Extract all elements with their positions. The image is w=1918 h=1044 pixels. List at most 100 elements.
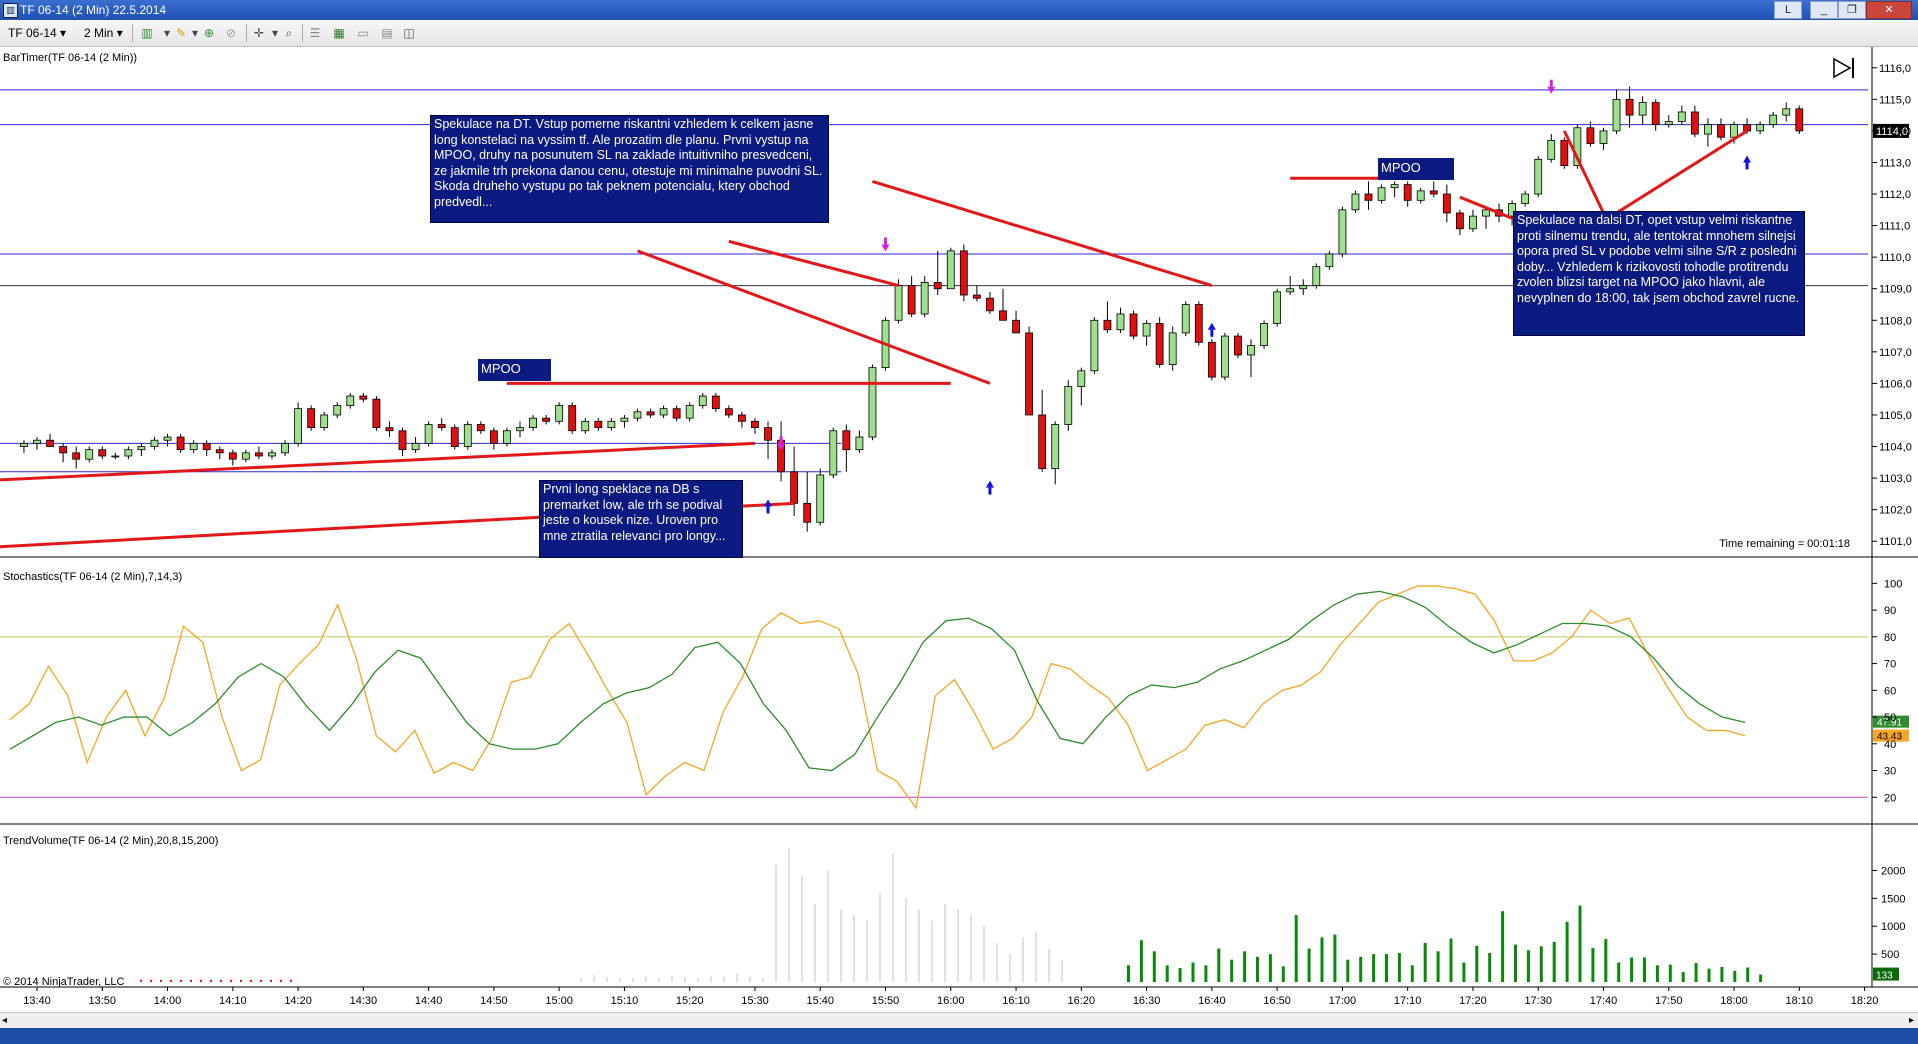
pencil-icon[interactable]: ✎: [175, 26, 187, 40]
arrow-up-stem: [988, 487, 992, 495]
price-marker: [1873, 123, 1909, 138]
candle-body: [1442, 193, 1451, 214]
candle-body: [1012, 319, 1020, 334]
volume-bar-gray: [853, 915, 855, 982]
volume-bar-red: [250, 979, 252, 982]
add-indicator-icon[interactable]: ⊕: [203, 26, 215, 40]
candle-body: [1534, 158, 1543, 195]
candle-body: [1221, 335, 1229, 378]
candle-body: [946, 250, 955, 290]
trend-line: [728, 239, 899, 288]
time-tick-label: 18:20: [1851, 995, 1879, 1007]
volume-bar-green: [1565, 921, 1569, 982]
split-panel-icon[interactable]: ◫: [403, 26, 415, 40]
stoch-tick-label: 40: [1884, 739, 1896, 751]
volume-bar-green: [1475, 945, 1479, 982]
mpoo-label-1[interactable]: MPOO: [478, 359, 551, 381]
data-box-icon[interactable]: ▦: [333, 26, 345, 40]
volume-bar-green: [1746, 967, 1750, 982]
volume-bar-green: [1372, 954, 1376, 982]
volume-bar-green: [1268, 954, 1272, 982]
time-tick-label: 15:30: [741, 995, 769, 1007]
candle-body: [1573, 127, 1582, 167]
time-tick-label: 14:00: [154, 995, 182, 1007]
snapshot-icon[interactable]: ▭: [357, 26, 369, 40]
chevron-down-icon[interactable]: ▾: [163, 26, 171, 40]
price-panel-label: BarTimer(TF 06-14 (2 Min)): [3, 52, 137, 64]
chevron-down-icon[interactable]: ▾: [191, 26, 199, 40]
candle-body: [829, 430, 838, 476]
arrow-down-stem: [1549, 79, 1553, 87]
volume-bar-gray: [879, 892, 881, 982]
candle-body: [385, 427, 394, 432]
volume-bar-green: [1449, 938, 1453, 982]
volume-bars: 133: [140, 848, 1899, 982]
copyright-label: © 2014 NinjaTrader, LLC: [3, 976, 124, 988]
volume-bar-red: [230, 979, 232, 982]
candle-body: [1194, 304, 1203, 343]
properties-icon[interactable]: ☰: [309, 26, 321, 40]
volume-bar-green: [1423, 942, 1427, 982]
restore-button[interactable]: ❐: [1838, 1, 1866, 19]
candle-body: [1260, 323, 1268, 346]
volume-bar-gray: [840, 909, 842, 982]
candle-body: [411, 442, 420, 451]
annotation-note-2[interactable]: Prvni long speklace na DB s premarket lo…: [539, 480, 743, 558]
time-tick-label: 17:20: [1459, 995, 1487, 1007]
volume-bar-green: [1294, 915, 1298, 982]
interval-selector[interactable]: 2 Min ▾: [84, 24, 123, 42]
candle-body: [424, 424, 433, 444]
time-tick-label: 16:00: [937, 995, 965, 1007]
time-tick-label: 13:40: [23, 995, 51, 1007]
candle-body: [228, 452, 237, 460]
minimize-button[interactable]: _: [1810, 1, 1838, 19]
arrow-up-icon: [1207, 322, 1216, 330]
horizontal-scrollbar[interactable]: ◂ ▸: [0, 1012, 1918, 1029]
annotation-note-1[interactable]: Spekulace na DT. Vstup pomerne riskantni…: [430, 115, 829, 223]
time-tick-label: 15:20: [676, 995, 704, 1007]
goto-end-icon[interactable]: [1833, 57, 1854, 79]
volume-bar-green: [1178, 968, 1182, 982]
candle-body: [1704, 124, 1712, 135]
stoch-tick-label: 30: [1884, 766, 1896, 778]
volume-bar-gray: [1061, 959, 1063, 982]
candle-body: [241, 452, 250, 460]
toolbar-separator: [132, 24, 133, 42]
candle-body: [1377, 187, 1386, 201]
candle-body: [1521, 193, 1530, 204]
price-tick-label: 1101,0: [1879, 536, 1912, 548]
scroll-left-icon[interactable]: ◂: [2, 1015, 8, 1026]
time-tick-label: 18:10: [1786, 995, 1814, 1007]
candle-body: [633, 411, 642, 419]
instrument-selector[interactable]: TF 06-14 ▾: [8, 24, 66, 42]
candle-body: [1116, 313, 1125, 331]
volume-bar-gray: [996, 942, 998, 982]
strategy-icon[interactable]: ⊘: [225, 26, 237, 40]
bar-style-icon[interactable]: ▥: [141, 26, 153, 40]
candle-body: [1025, 332, 1034, 416]
volume-bar-red: [210, 979, 212, 982]
price-tick-label: 1102,0: [1879, 505, 1912, 517]
extra-button[interactable]: L: [1774, 1, 1802, 19]
candle-body: [33, 439, 41, 444]
candle-body: [751, 420, 759, 428]
scroll-right-icon[interactable]: ▸: [1908, 1015, 1914, 1026]
candle-body: [972, 294, 981, 299]
mpoo-label-2[interactable]: MPOO: [1378, 158, 1454, 180]
volume-bar-gray: [658, 977, 660, 982]
price-tick-label: 1103,0: [1879, 473, 1912, 485]
candle-body: [659, 408, 668, 416]
annotation-note-3[interactable]: Spekulace na dalsi DT, opet vstup velmi …: [1513, 211, 1805, 336]
price-marker-label: 1114,0: [1876, 126, 1908, 138]
crosshair-icon[interactable]: ✛: [253, 26, 265, 40]
volume-bar-green: [1501, 911, 1505, 982]
time-tick-label: 17:00: [1329, 995, 1357, 1007]
zoom-icon[interactable]: ⌕: [285, 26, 293, 40]
volume-bar-gray: [580, 977, 582, 982]
candle-body: [685, 405, 694, 419]
candle-body: [1677, 111, 1686, 122]
chevron-down-icon[interactable]: ▾: [271, 26, 279, 40]
close-button[interactable]: ✕: [1866, 1, 1912, 19]
template-icon[interactable]: ▤: [381, 26, 393, 40]
